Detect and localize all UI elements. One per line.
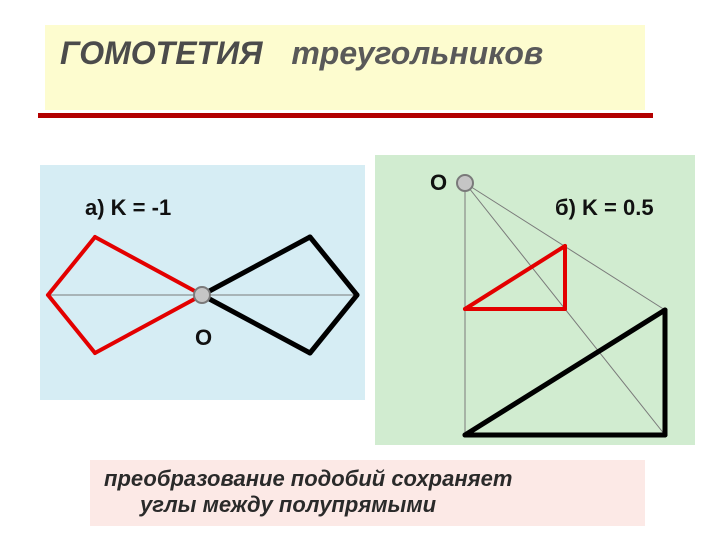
panel-a-O: O (195, 325, 212, 351)
title-underline (38, 113, 653, 118)
title-sub: треугольников (291, 35, 543, 71)
panel-b-label: б) K = 0.5 (555, 195, 654, 221)
title-main: ГОМОТЕТИЯ (60, 35, 262, 71)
panel-b-O: O (430, 170, 447, 196)
title-block: ГОМОТЕТИЯ треугольников (45, 25, 645, 110)
panel-a-label: а) K = -1 (85, 195, 171, 221)
footer-line1: преобразование подобий сохраняет (104, 466, 631, 492)
slide-root: ГОМОТЕТИЯ треугольников а) K = -1 O б) K… (0, 0, 720, 540)
footer-line2: углы между полупрямыми (104, 492, 631, 518)
footer-block: преобразование подобий сохраняет углы ме… (90, 460, 645, 526)
